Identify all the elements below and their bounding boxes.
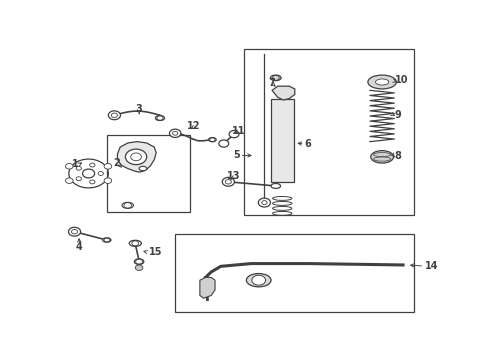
- Text: 10: 10: [394, 75, 408, 85]
- Bar: [244, 49, 415, 215]
- Text: 12: 12: [187, 121, 200, 131]
- Ellipse shape: [139, 166, 147, 171]
- Text: 14: 14: [425, 261, 439, 271]
- Polygon shape: [272, 86, 295, 100]
- Text: 7: 7: [269, 78, 275, 89]
- Bar: [271, 99, 294, 182]
- Circle shape: [69, 227, 81, 236]
- Ellipse shape: [368, 75, 396, 89]
- Ellipse shape: [155, 116, 165, 121]
- Circle shape: [170, 129, 181, 138]
- Text: 2: 2: [114, 158, 121, 168]
- Ellipse shape: [122, 202, 133, 208]
- Ellipse shape: [270, 75, 281, 81]
- Ellipse shape: [102, 238, 111, 242]
- Text: 1: 1: [73, 159, 79, 169]
- Text: 6: 6: [304, 139, 311, 149]
- Circle shape: [108, 111, 121, 120]
- Text: 3: 3: [136, 104, 143, 114]
- Circle shape: [104, 163, 112, 169]
- Text: 8: 8: [394, 151, 401, 161]
- Circle shape: [125, 149, 147, 165]
- Ellipse shape: [271, 184, 281, 188]
- Circle shape: [219, 140, 229, 147]
- Circle shape: [135, 265, 143, 270]
- Polygon shape: [200, 278, 215, 298]
- Bar: [107, 135, 190, 212]
- Text: 15: 15: [148, 247, 162, 257]
- Ellipse shape: [375, 79, 389, 85]
- Ellipse shape: [129, 240, 142, 246]
- Circle shape: [222, 177, 234, 186]
- Circle shape: [66, 163, 73, 169]
- Circle shape: [66, 178, 73, 184]
- Text: 11: 11: [232, 126, 245, 136]
- Ellipse shape: [371, 150, 393, 163]
- Circle shape: [258, 198, 270, 207]
- Circle shape: [104, 178, 112, 184]
- Circle shape: [229, 131, 239, 138]
- Text: 4: 4: [76, 242, 83, 252]
- Text: 13: 13: [227, 171, 241, 181]
- Text: 5: 5: [233, 150, 240, 161]
- Circle shape: [252, 275, 266, 285]
- Ellipse shape: [209, 138, 216, 142]
- Ellipse shape: [134, 259, 144, 264]
- Polygon shape: [118, 141, 156, 172]
- Ellipse shape: [246, 274, 271, 287]
- Bar: [175, 234, 415, 312]
- Text: 9: 9: [394, 110, 401, 120]
